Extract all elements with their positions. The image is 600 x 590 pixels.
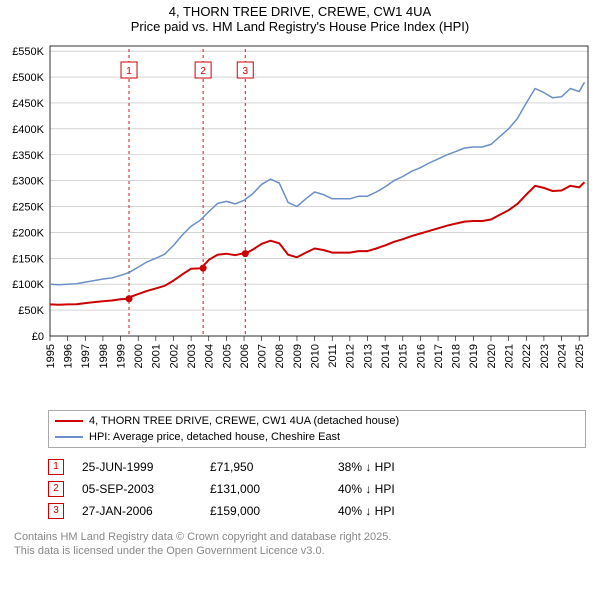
- sale-price: £131,000: [210, 478, 320, 500]
- svg-text:1999: 1999: [115, 344, 127, 368]
- legend-item: HPI: Average price, detached house, Ches…: [55, 429, 579, 445]
- svg-text:2005: 2005: [221, 344, 233, 368]
- svg-text:2020: 2020: [486, 344, 498, 368]
- svg-text:1: 1: [126, 66, 132, 77]
- svg-text:£50K: £50K: [18, 305, 44, 317]
- sale-row: 2 05-SEP-2003 £131,000 40% ↓ HPI: [48, 478, 586, 500]
- svg-text:2001: 2001: [151, 344, 163, 368]
- svg-text:2017: 2017: [433, 344, 445, 368]
- svg-text:2006: 2006: [239, 344, 251, 368]
- svg-text:2024: 2024: [556, 344, 568, 368]
- svg-text:£400K: £400K: [12, 124, 44, 136]
- svg-text:2004: 2004: [204, 344, 216, 368]
- legend-label: 4, THORN TREE DRIVE, CREWE, CW1 4UA (det…: [89, 413, 399, 429]
- svg-text:1995: 1995: [45, 344, 57, 368]
- svg-text:£150K: £150K: [12, 253, 44, 265]
- svg-text:£200K: £200K: [12, 227, 44, 239]
- svg-text:2009: 2009: [292, 344, 304, 368]
- svg-text:£250K: £250K: [12, 202, 44, 214]
- svg-text:2000: 2000: [133, 344, 145, 368]
- price-chart: £0 £50K £100K £150K £200K £250K £300K £350K £400…: [0, 36, 600, 406]
- sale-diff: 38% ↓ HPI: [338, 456, 448, 478]
- svg-text:£300K: £300K: [12, 176, 44, 188]
- legend-swatch: [55, 436, 83, 438]
- sale-marker: 1: [48, 459, 64, 475]
- svg-text:2016: 2016: [415, 344, 427, 368]
- sale-date: 27-JAN-2006: [82, 500, 192, 522]
- svg-text:2007: 2007: [257, 344, 269, 368]
- svg-text:2002: 2002: [168, 344, 180, 368]
- svg-text:2: 2: [200, 66, 206, 77]
- sales-table: 1 25-JUN-1999 £71,950 38% ↓ HPI 2 05-SEP…: [48, 456, 586, 522]
- legend-item: 4, THORN TREE DRIVE, CREWE, CW1 4UA (det…: [55, 413, 579, 429]
- svg-text:£550K: £550K: [12, 46, 44, 58]
- svg-text:2008: 2008: [274, 344, 286, 368]
- svg-text:3: 3: [242, 66, 248, 77]
- svg-text:£450K: £450K: [12, 98, 44, 110]
- sale-row: 3 27-JAN-2006 £159,000 40% ↓ HPI: [48, 500, 586, 522]
- svg-text:£100K: £100K: [12, 279, 44, 291]
- svg-text:£350K: £350K: [12, 150, 44, 162]
- svg-text:2025: 2025: [574, 344, 586, 368]
- svg-text:2013: 2013: [362, 344, 374, 368]
- svg-text:2003: 2003: [186, 344, 198, 368]
- legend: 4, THORN TREE DRIVE, CREWE, CW1 4UA (det…: [48, 410, 586, 448]
- legend-label: HPI: Average price, detached house, Ches…: [89, 429, 340, 445]
- chart-svg: £0 £50K £100K £150K £200K £250K £300K £350K £400…: [0, 36, 600, 406]
- sale-diff: 40% ↓ HPI: [338, 478, 448, 500]
- sale-price: £71,950: [210, 456, 320, 478]
- footer-line: This data is licensed under the Open Gov…: [14, 544, 586, 558]
- sale-marker: 2: [48, 481, 64, 497]
- svg-text:£500K: £500K: [12, 72, 44, 84]
- svg-text:1996: 1996: [62, 344, 74, 368]
- svg-text:2023: 2023: [539, 344, 551, 368]
- svg-text:2011: 2011: [327, 344, 339, 368]
- svg-text:2012: 2012: [345, 344, 357, 368]
- footer-line: Contains HM Land Registry data © Crown c…: [14, 530, 586, 544]
- svg-text:2019: 2019: [468, 344, 480, 368]
- sale-date: 05-SEP-2003: [82, 478, 192, 500]
- svg-text:2021: 2021: [503, 344, 515, 368]
- sale-marker: 3: [48, 503, 64, 519]
- sale-date: 25-JUN-1999: [82, 456, 192, 478]
- chart-title: 4, THORN TREE DRIVE, CREWE, CW1 4UA Pric…: [0, 0, 600, 36]
- title-address: 4, THORN TREE DRIVE, CREWE, CW1 4UA: [0, 4, 600, 19]
- sale-price: £159,000: [210, 500, 320, 522]
- sale-diff: 40% ↓ HPI: [338, 500, 448, 522]
- sale-row: 1 25-JUN-1999 £71,950 38% ↓ HPI: [48, 456, 586, 478]
- svg-text:2014: 2014: [380, 344, 392, 368]
- svg-text:1997: 1997: [80, 344, 92, 368]
- svg-text:£0: £0: [32, 331, 44, 343]
- svg-text:2022: 2022: [521, 344, 533, 368]
- legend-swatch: [55, 420, 83, 422]
- svg-text:2018: 2018: [451, 344, 463, 368]
- title-subtitle: Price paid vs. HM Land Registry's House …: [0, 19, 600, 34]
- svg-text:2010: 2010: [309, 344, 321, 368]
- svg-text:2015: 2015: [398, 344, 410, 368]
- attribution-footer: Contains HM Land Registry data © Crown c…: [14, 530, 586, 558]
- svg-text:1998: 1998: [98, 344, 110, 368]
